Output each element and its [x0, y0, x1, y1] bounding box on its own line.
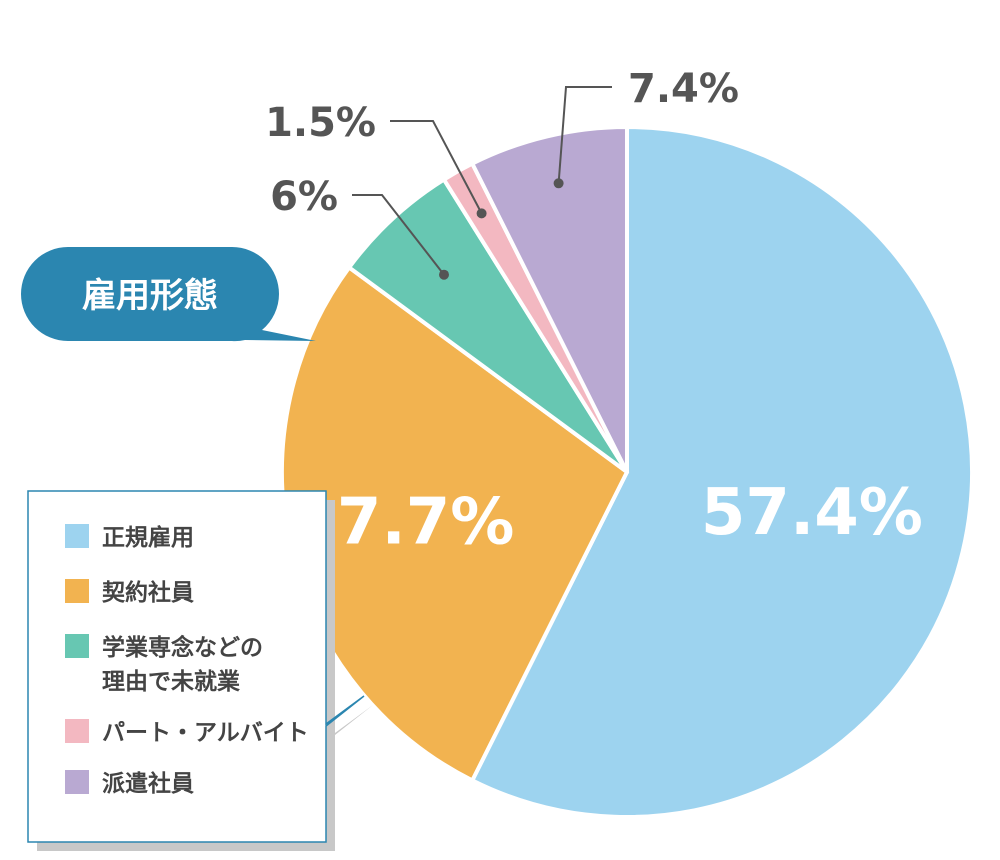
legend-swatch	[65, 634, 89, 658]
legend-item-4: パート・アルバイト	[65, 719, 309, 746]
legend-item-1: 正規雇用	[65, 524, 194, 551]
leader-dot-4	[476, 208, 487, 219]
title-bubble: 雇用形態	[21, 247, 316, 342]
slice-value-label-4: 1.5%	[265, 100, 376, 146]
chart-title: 雇用形態	[82, 276, 218, 316]
legend-swatch	[65, 579, 89, 603]
slices-group	[280, 125, 974, 819]
leader-lines-group	[352, 86, 612, 280]
leader-line-4	[390, 120, 483, 214]
leader-line-5	[557, 86, 612, 184]
pie-slice-1	[470, 125, 974, 819]
legend-label: 正規雇用	[102, 524, 194, 551]
legend-box	[27, 490, 365, 843]
legend-label: パート・アルバイト	[102, 720, 309, 746]
leader-line-3	[352, 194, 445, 276]
leader-dot-3	[439, 269, 449, 280]
labels-group: 57.4%27.7%6%1.5%7.4%	[265, 66, 923, 560]
legend-label: 派遣社員	[102, 770, 194, 797]
legend-item-2: 契約社員	[65, 579, 194, 606]
pie-slice-5	[470, 125, 629, 474]
legend-label: 契約社員	[101, 579, 194, 606]
legend-swatch	[65, 524, 89, 548]
slice-value-label-3: 6%	[270, 174, 338, 220]
title-bubble-shape	[21, 247, 316, 342]
legend-swatch	[65, 770, 89, 794]
leader-dot-5	[553, 178, 564, 189]
slice-value-label-1: 57.4%	[701, 476, 923, 550]
legend-label: 学業専念などの	[102, 634, 263, 661]
legend-item-5: 派遣社員	[65, 770, 194, 797]
pie-slice-3	[347, 177, 629, 474]
slice-value-label-5: 7.4%	[628, 66, 739, 112]
legend-swatch	[65, 719, 89, 743]
legend-label: 理由で未就業	[102, 668, 241, 695]
